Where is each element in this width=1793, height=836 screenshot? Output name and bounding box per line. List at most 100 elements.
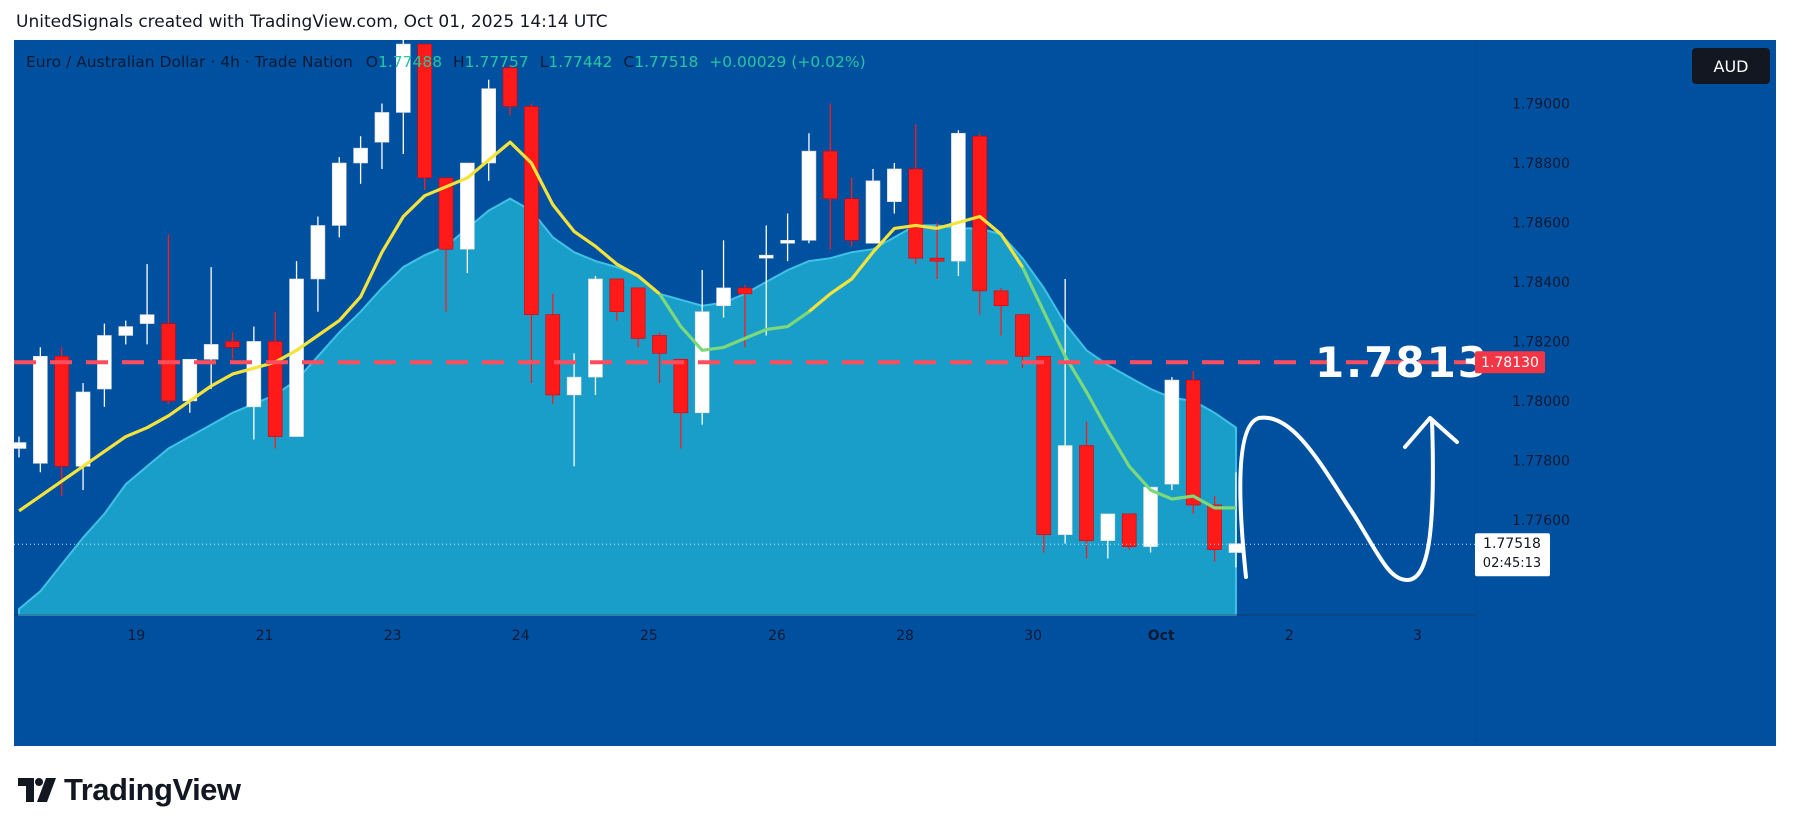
symbol-legend[interactable]: Euro / Australian Dollar · 4h · Trade Na… <box>26 53 866 71</box>
ma-fast-layer <box>18 140 1236 513</box>
candle-body <box>1228 543 1244 553</box>
time-axis-tick-label: 3 <box>1413 628 1422 644</box>
time-axis-tick-label: 23 <box>384 628 402 644</box>
time-axis-tick-label: 25 <box>640 628 658 644</box>
drawing-layer: 1.7813 <box>1238 338 1489 582</box>
candle-body <box>33 355 48 464</box>
candle-body <box>14 442 27 449</box>
time-axis-tick-label: 28 <box>896 628 914 644</box>
high-value: 1.77757 <box>464 53 529 71</box>
candle-body <box>993 290 1009 307</box>
price-axis-tick-label: 1.78200 <box>1512 334 1570 350</box>
ma-fast-line <box>18 140 661 513</box>
candle-body <box>972 135 988 292</box>
candle-body <box>203 344 219 360</box>
price-axis-tick-label: 1.77600 <box>1512 513 1570 529</box>
ma-slow-area-layer <box>18 197 1238 616</box>
bar-countdown-text: 02:45:13 <box>1483 556 1541 571</box>
candle-body <box>1185 379 1201 506</box>
candle-body <box>865 180 881 244</box>
candle-body <box>1164 379 1180 485</box>
candle-body <box>1121 513 1137 547</box>
price-axis-tick-label: 1.79000 <box>1512 97 1570 113</box>
grid-layer <box>14 40 1477 746</box>
candle-body <box>887 168 902 202</box>
ma-fast-line-segment <box>807 223 938 313</box>
price-axis-tick-label: 1.78600 <box>1512 215 1570 231</box>
candle-body <box>310 225 326 280</box>
price-axis-tick-label: 1.78000 <box>1512 394 1570 410</box>
candle-body <box>588 278 603 378</box>
close-label: C <box>623 53 635 71</box>
candle-body <box>1207 504 1222 550</box>
currency-button[interactable]: AUD <box>1692 48 1770 84</box>
tradingview-logo-icon <box>18 778 56 802</box>
time-axis-tick-label: 24 <box>512 628 530 644</box>
close-value: 1.77518 <box>634 53 699 71</box>
time-axis-tick-label: 19 <box>128 628 146 644</box>
candle-body <box>289 278 304 437</box>
target-level-annotation: 1.7813 <box>1315 338 1489 387</box>
candle-body <box>353 147 368 164</box>
tradingview-logo[interactable]: TradingView <box>18 772 241 808</box>
last-price-text: 1.77518 <box>1483 536 1541 552</box>
ma-fast-line-segment <box>1021 266 1236 510</box>
candle-body <box>246 341 262 408</box>
candle-body <box>801 150 817 241</box>
candle-body <box>118 326 134 336</box>
candle-body <box>502 67 518 107</box>
candle-body <box>139 314 155 324</box>
last-price-tag <box>1475 533 1550 577</box>
low-label: L <box>539 53 549 71</box>
ma-slow-area <box>18 197 1238 616</box>
candle-body <box>673 358 689 414</box>
change-value: +0.00029 (+0.02%) <box>709 53 866 71</box>
candle-body <box>1015 314 1030 357</box>
price-tags-layer: 1.78130 1.77518 02:45:13 <box>1475 351 1550 577</box>
candle-body <box>545 314 561 396</box>
time-axis-tick-label: 21 <box>256 628 274 644</box>
candle-body <box>780 240 795 244</box>
price-chart[interactable]: 1.7813 1.77600 1.77800 1.78000 1.78200 1.784… <box>14 40 1776 746</box>
candle-body <box>1079 445 1094 541</box>
candle-body <box>844 198 859 241</box>
candle-body <box>929 257 945 262</box>
candles-layer <box>14 40 1244 568</box>
candle-body <box>75 391 91 467</box>
open-value: 1.77488 <box>377 53 443 71</box>
axis-labels-layer: 1.77600 1.77800 1.78000 1.78200 1.78400 1.786… <box>128 97 1570 644</box>
low-value: 1.77442 <box>548 53 613 71</box>
candle-body <box>1100 513 1116 541</box>
time-axis-tick-label: Oct <box>1148 628 1175 644</box>
chart-caption: UnitedSignals created with TradingView.c… <box>16 12 608 32</box>
level-lines-layer <box>14 360 1476 545</box>
candle-body <box>908 168 924 259</box>
candle-body <box>267 341 283 437</box>
projection-arrow-drawing <box>1238 415 1435 582</box>
candle-body <box>417 43 432 179</box>
price-axis-tick-label: 1.78400 <box>1512 275 1570 291</box>
ma-fast-line-segment <box>936 214 1024 268</box>
candle-body <box>182 358 198 402</box>
candle-body <box>716 287 731 307</box>
arrow-head-drawing <box>1403 416 1459 449</box>
symbol-name: Euro / Australian Dollar · 4h · Trade Na… <box>26 53 353 71</box>
candle-body <box>395 43 411 113</box>
target-price-tag-text: 1.78130 <box>1481 355 1539 371</box>
time-axis-tick-label: 30 <box>1024 628 1042 644</box>
high-label: H <box>453 53 465 71</box>
candle-body <box>737 287 753 295</box>
chart-frame[interactable]: 1.7813 1.77600 1.77800 1.78000 1.78200 1.784… <box>14 40 1776 746</box>
candle-body <box>225 341 240 348</box>
candle-body <box>481 88 497 164</box>
candle-body <box>460 162 475 250</box>
candle-body <box>758 254 774 259</box>
candle-body <box>630 287 646 339</box>
price-axis-tick-label: 1.78800 <box>1512 156 1570 172</box>
candle-body <box>822 150 838 199</box>
price-axis-tick-label: 1.77800 <box>1512 453 1570 469</box>
candle-body <box>374 112 390 143</box>
ma-fast-line-segment <box>658 292 810 352</box>
candle-body <box>951 132 966 262</box>
time-axis-tick-label: 2 <box>1285 628 1294 644</box>
